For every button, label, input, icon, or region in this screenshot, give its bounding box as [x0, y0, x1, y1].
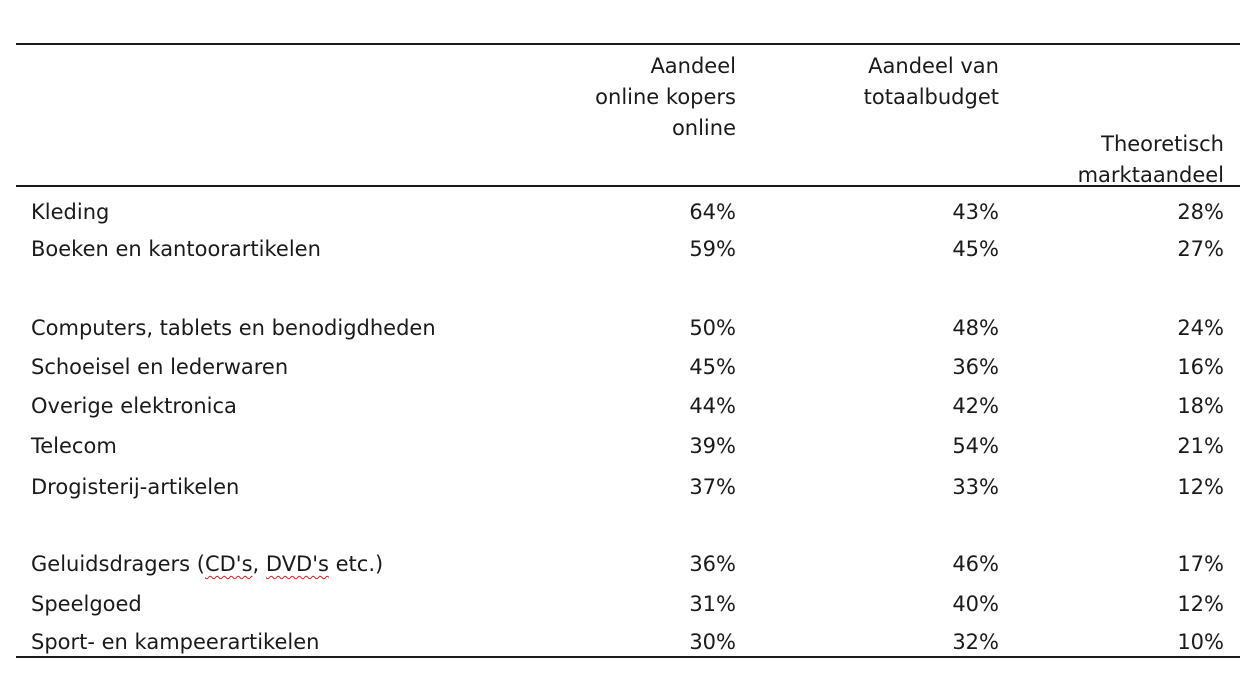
- cell-marktaandeel: 18%: [1177, 394, 1224, 418]
- cell-marktaandeel: 16%: [1177, 355, 1224, 379]
- cell-marktaandeel: 27%: [1177, 237, 1224, 261]
- cell-online-kopers: 44%: [689, 394, 736, 418]
- cell-online-kopers: 45%: [689, 355, 736, 379]
- cell-online-kopers: 36%: [689, 552, 736, 576]
- cell-marktaandeel: 12%: [1177, 592, 1224, 616]
- table-row: Drogisterij-artikelen 37% 33% 12%: [0, 475, 1260, 507]
- spellcheck-marked-word: CD's: [204, 552, 253, 576]
- row-label: Sport- en kampeerartikelen: [31, 630, 320, 654]
- cell-totaalbudget: 40%: [952, 592, 999, 616]
- table-row: Overige elektronica 44% 42% 18%: [0, 394, 1260, 426]
- row-label: Overige elektronica: [31, 394, 237, 418]
- cell-online-kopers: 39%: [689, 434, 736, 458]
- cell-marktaandeel: 21%: [1177, 434, 1224, 458]
- cell-totaalbudget: 33%: [952, 475, 999, 499]
- cell-marktaandeel: 10%: [1177, 630, 1224, 654]
- header-aandeel-online-kopers: Aandeel online kopers online: [595, 54, 736, 140]
- cell-marktaandeel: 12%: [1177, 475, 1224, 499]
- table-row: Boeken en kantoorartikelen 59% 45% 27%: [0, 237, 1260, 269]
- cell-online-kopers: 37%: [689, 475, 736, 499]
- table-row: Geluidsdragers (CD's, DVD's etc.) 36% 46…: [0, 552, 1260, 584]
- table-bottom-rule: [16, 656, 1240, 658]
- spellcheck-marked-word: DVD's: [265, 552, 329, 576]
- cell-totaalbudget: 48%: [952, 316, 999, 340]
- cell-totaalbudget: 42%: [952, 394, 999, 418]
- cell-totaalbudget: 46%: [952, 552, 999, 576]
- row-label: Speelgoed: [31, 592, 142, 616]
- table-row: Kleding 64% 43% 28%: [0, 200, 1260, 232]
- row-label: Geluidsdragers (CD's, DVD's etc.): [31, 552, 384, 576]
- cell-totaalbudget: 54%: [952, 434, 999, 458]
- cell-totaalbudget: 32%: [952, 630, 999, 654]
- row-label: Kleding: [31, 200, 110, 224]
- cell-totaalbudget: 45%: [952, 237, 999, 261]
- cell-online-kopers: 64%: [689, 200, 736, 224]
- table-row: Speelgoed 31% 40% 12%: [0, 592, 1260, 624]
- row-label: Drogisterij-artikelen: [31, 475, 240, 499]
- table-row: Schoeisel en lederwaren 45% 36% 16%: [0, 355, 1260, 387]
- cell-marktaandeel: 28%: [1177, 200, 1224, 224]
- table-row: Computers, tablets en benodigdheden 50% …: [0, 316, 1260, 348]
- table-row: Sport- en kampeerartikelen 30% 32% 10%: [0, 630, 1260, 662]
- table-header-rule: [16, 185, 1240, 187]
- table-row: Telecom 39% 54% 21%: [0, 434, 1260, 466]
- row-label: Schoeisel en lederwaren: [31, 355, 289, 379]
- cell-online-kopers: 59%: [689, 237, 736, 261]
- cell-marktaandeel: 17%: [1177, 552, 1224, 576]
- table-top-rule: [16, 43, 1240, 45]
- cell-online-kopers: 50%: [689, 316, 736, 340]
- cell-totaalbudget: 43%: [952, 200, 999, 224]
- row-label: Telecom: [31, 434, 117, 458]
- cell-online-kopers: 30%: [689, 630, 736, 654]
- cell-marktaandeel: 24%: [1177, 316, 1224, 340]
- row-label: Boeken en kantoorartikelen: [31, 237, 321, 261]
- cell-online-kopers: 31%: [689, 592, 736, 616]
- cell-totaalbudget: 36%: [952, 355, 999, 379]
- row-label: Computers, tablets en benodigdheden: [31, 316, 436, 340]
- header-aandeel-totaalbudget: Aandeel van totaalbudget: [863, 54, 999, 109]
- header-theoretisch-marktaandeel: Theoretisch marktaandeel: [1077, 132, 1224, 187]
